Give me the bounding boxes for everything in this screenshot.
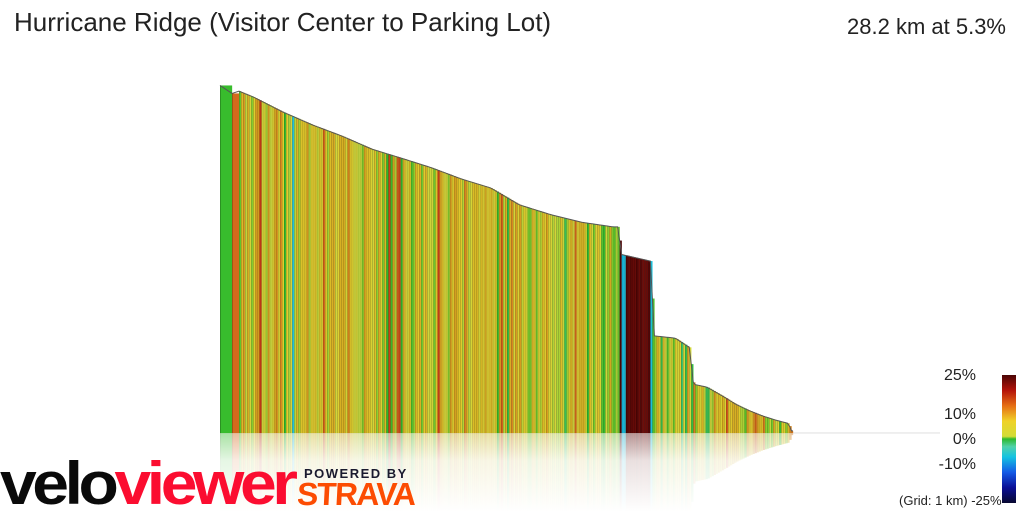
- svg-text:STRAVA: STRAVA: [298, 476, 417, 512]
